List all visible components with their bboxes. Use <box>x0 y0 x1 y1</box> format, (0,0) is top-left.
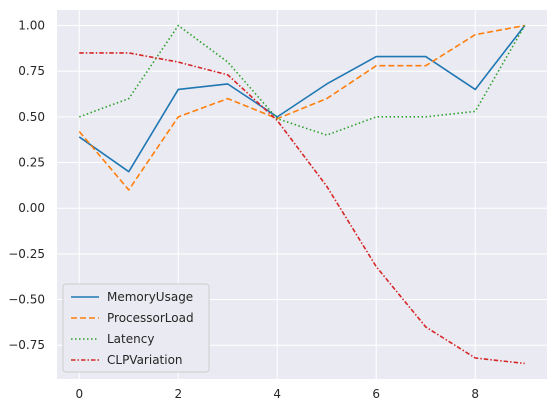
y-tick-label: −0.50 <box>8 293 45 307</box>
y-tick-label: 1.00 <box>18 19 45 33</box>
legend-label: Latency <box>107 332 154 346</box>
y-tick-label: −0.25 <box>8 247 45 261</box>
y-tick-label: 0.75 <box>18 64 45 78</box>
y-tick-label: −0.75 <box>8 338 45 352</box>
y-tick-label: 0.50 <box>18 110 45 124</box>
x-tick-label: 6 <box>372 387 380 401</box>
x-tick-label: 0 <box>75 387 83 401</box>
legend-label: CLPVariation <box>107 353 183 367</box>
y-tick-label: 0.25 <box>18 156 45 170</box>
legend-label: ProcessorLoad <box>107 311 194 325</box>
x-tick-label: 8 <box>471 387 479 401</box>
y-tick-label: 0.00 <box>18 201 45 215</box>
x-axis-ticks: 0 2 4 6 8 <box>75 387 479 401</box>
x-tick-label: 4 <box>273 387 281 401</box>
legend: MemoryUsage ProcessorLoad Latency CLPVariat… <box>63 284 209 372</box>
x-tick-label: 2 <box>174 387 182 401</box>
y-axis-ticks: −0.75 −0.50 −0.25 0.00 0.25 0.50 0.75 1.00 <box>8 19 45 353</box>
legend-label: MemoryUsage <box>107 290 193 304</box>
